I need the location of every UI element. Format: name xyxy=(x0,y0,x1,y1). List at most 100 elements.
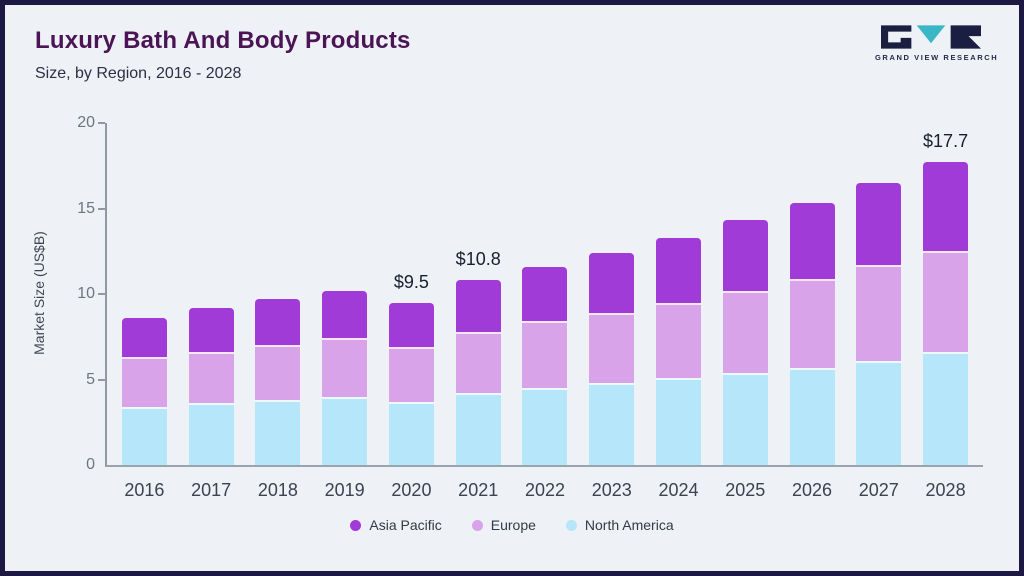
bar-2025: 2025 xyxy=(722,123,768,500)
y-tick-label-5: 5 xyxy=(86,370,95,388)
legend-label-europe: Europe xyxy=(490,517,536,533)
bar-segment-europe xyxy=(656,302,701,378)
bar-segment-europe xyxy=(121,357,167,407)
bar-2022: 2022 xyxy=(522,123,568,500)
bar-stack-2016 xyxy=(121,317,167,465)
bar-segment-europe xyxy=(322,338,368,397)
bar-2017: 2017 xyxy=(188,123,234,500)
x-label-2024: 2024 xyxy=(658,480,699,500)
bar-segment-europe xyxy=(856,264,902,361)
bar-segment-asia-pacific xyxy=(856,182,902,265)
bar-segment-asia-pacific xyxy=(455,280,501,332)
bar-2023: 2023 xyxy=(589,123,635,500)
bars-row: 2016 2017 2018 2019 $9.5 2020 $10.8 2021 2022 202… xyxy=(107,123,983,500)
bar-segment-asia-pacific xyxy=(722,220,768,291)
legend-label-north-america: North America xyxy=(584,517,674,533)
bar-stack-2022 xyxy=(522,266,568,465)
y-tick-label-10: 10 xyxy=(77,285,95,302)
y-axis-label: Market Size (US$B) xyxy=(31,231,47,355)
y-tick-label-20: 20 xyxy=(77,114,95,131)
bar-segment-europe xyxy=(188,352,234,404)
x-label-2022: 2022 xyxy=(524,480,565,500)
bar-2020: $9.5 2020 xyxy=(388,123,434,500)
x-label-2025: 2025 xyxy=(725,480,766,500)
legend-dot-europe xyxy=(471,519,483,531)
bar-segment-europe xyxy=(388,347,434,402)
company-logo: GRAND VIEW RESEARCH xyxy=(875,25,999,62)
value-annotation-2021: $10.8 xyxy=(455,249,501,270)
bar-stack-2025 xyxy=(722,220,768,465)
bar-segment-europe xyxy=(589,312,635,383)
bar-segment-north-america xyxy=(388,401,434,465)
bar-segment-europe xyxy=(522,321,568,389)
bar-stack-2026 xyxy=(789,203,835,465)
bar-segment-europe xyxy=(789,278,835,368)
bar-segment-north-america xyxy=(722,372,768,465)
bar-stack-2017 xyxy=(188,307,234,465)
bar-stack-2023 xyxy=(589,252,635,465)
legend-item-europe: Europe xyxy=(471,517,536,533)
bar-segment-asia-pacific xyxy=(656,237,701,303)
legend: Asia Pacific Europe North America xyxy=(5,517,1019,533)
bar-segment-asia-pacific xyxy=(188,307,234,353)
bar-segment-asia-pacific xyxy=(388,302,434,348)
logo-text: GRAND VIEW RESEARCH xyxy=(875,53,999,62)
bar-2018: 2018 xyxy=(255,123,301,500)
bar-segment-europe xyxy=(722,290,768,373)
bar-stack-2028 xyxy=(923,162,969,465)
legend-label-asia-pacific: Asia Pacific xyxy=(369,517,442,533)
bar-segment-europe xyxy=(923,251,969,353)
y-tick-mark xyxy=(98,207,105,210)
x-label-2019: 2019 xyxy=(324,480,365,500)
legend-item-asia-pacific: Asia Pacific xyxy=(350,517,442,533)
legend-dot-north-america xyxy=(565,519,577,531)
y-tick-label-15: 15 xyxy=(77,199,95,217)
y-tick-mark xyxy=(98,293,105,295)
y-tick-label-0: 0 xyxy=(86,456,95,473)
bar-2016: 2016 xyxy=(121,123,167,500)
bar-stack-2021 xyxy=(455,280,501,465)
bar-2019: 2019 xyxy=(322,123,368,500)
plot-area: 2016 2017 2018 2019 $9.5 2020 $10.8 2021 2022 202… xyxy=(77,114,983,500)
bar-segment-north-america xyxy=(656,377,701,465)
bar-segment-north-america xyxy=(121,406,167,465)
legend-dot-asia-pacific xyxy=(350,519,362,531)
bar-segment-north-america xyxy=(455,393,501,465)
value-annotation-2028: $17.7 xyxy=(923,131,969,152)
x-label-2026: 2026 xyxy=(792,480,833,500)
value-annotation-2020: $9.5 xyxy=(393,271,429,292)
bar-segment-north-america xyxy=(856,360,902,465)
bar-segment-asia-pacific xyxy=(322,290,368,339)
bar-segment-asia-pacific xyxy=(923,162,969,252)
bar-segment-asia-pacific xyxy=(522,266,568,322)
bar-2026: 2026 xyxy=(789,123,835,500)
page-title: Luxury Bath And Body Products xyxy=(35,27,411,54)
bar-stack-2018 xyxy=(255,299,301,465)
x-label-2017: 2017 xyxy=(191,480,232,500)
bar-segment-north-america xyxy=(923,352,969,465)
x-label-2016: 2016 xyxy=(124,480,165,500)
bar-2021: $10.8 2021 xyxy=(455,123,501,500)
chart-subtitle: Size, by Region, 2016 - 2028 xyxy=(35,65,242,82)
x-label-2018: 2018 xyxy=(257,480,298,500)
bar-stack-2027 xyxy=(856,182,902,465)
bar-stack-2020 xyxy=(388,302,434,465)
bar-segment-europe xyxy=(455,331,501,394)
bar-segment-asia-pacific xyxy=(589,252,635,313)
bar-segment-asia-pacific xyxy=(789,203,835,279)
bar-stack-2024 xyxy=(656,237,701,465)
bar-stack-2019 xyxy=(322,290,368,465)
y-tick-mark xyxy=(98,378,105,381)
legend-item-north-america: North America xyxy=(565,517,674,533)
bar-segment-north-america xyxy=(255,400,301,465)
bar-2024: 2024 xyxy=(656,123,701,500)
x-label-2028: 2028 xyxy=(925,480,966,500)
bar-segment-north-america xyxy=(589,382,635,465)
bar-2027: 2027 xyxy=(856,123,902,500)
y-tick-mark xyxy=(98,122,105,124)
bar-segment-north-america xyxy=(188,403,234,465)
x-label-2020: 2020 xyxy=(391,480,432,500)
x-label-2023: 2023 xyxy=(591,480,632,500)
bar-segment-north-america xyxy=(789,367,835,465)
